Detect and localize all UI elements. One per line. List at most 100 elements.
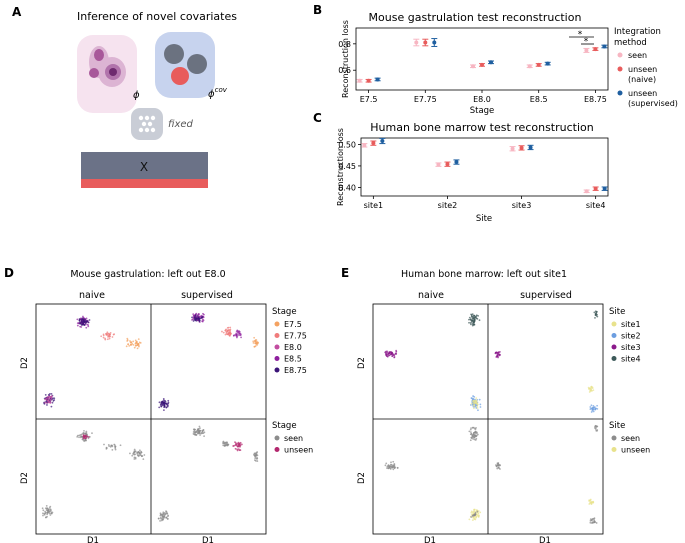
cluster-seen	[222, 444, 225, 447]
cluster-seen	[140, 455, 143, 458]
cluster-seen	[472, 436, 475, 438]
cluster-site2	[479, 406, 482, 408]
cluster-site4	[475, 315, 478, 318]
cluster-seen	[159, 512, 162, 515]
cluster-e80	[48, 398, 51, 401]
panel-d-legend-stage: Stage E7.5 E7.75 E8.0 E8.5 E8.75	[272, 307, 307, 375]
cluster-e75	[253, 336, 256, 339]
cluster-seen	[134, 453, 136, 456]
cluster-e775	[226, 326, 229, 329]
data-point	[527, 64, 532, 69]
cluster-seen	[595, 522, 598, 524]
cluster-seen	[471, 515, 474, 517]
cluster-e875	[201, 316, 204, 318]
cluster-e775	[108, 333, 111, 336]
cluster-e875	[81, 324, 83, 327]
cluster-e75	[257, 341, 259, 344]
cluster-site1	[591, 390, 593, 392]
legend-marker	[611, 447, 617, 452]
cluster-unseen	[238, 445, 241, 448]
cluster-e775	[106, 331, 109, 334]
data-point	[375, 77, 380, 82]
cluster-seen	[45, 504, 48, 507]
cluster-e875	[80, 320, 83, 322]
panel-d-ylabel-bottom: D2	[20, 472, 30, 484]
data-point	[519, 145, 524, 150]
covariate-circle-2	[187, 54, 207, 74]
decoder-dot-3	[150, 115, 156, 121]
cluster-e875	[198, 319, 201, 322]
cluster-site1	[472, 407, 475, 410]
cluster-site4	[471, 322, 474, 325]
cluster-seen	[87, 437, 90, 440]
panel-e-scatter	[384, 310, 599, 524]
cluster-seen	[163, 515, 166, 518]
cluster-seen	[161, 518, 164, 520]
cluster-seen	[255, 451, 258, 454]
cluster-seen	[49, 505, 52, 508]
x-tick-label: site2	[438, 201, 458, 210]
cluster-seen	[254, 452, 256, 455]
cluster-unseen	[239, 441, 242, 444]
panel-e-col-supervised: supervised	[520, 290, 572, 301]
legend-label: seen	[284, 434, 303, 443]
cluster-seen	[134, 456, 137, 459]
cluster-seen	[41, 507, 44, 510]
legend-marker	[617, 66, 623, 72]
cluster-e775	[222, 331, 225, 334]
cluster-seen	[470, 437, 473, 440]
cluster-site1	[472, 400, 475, 402]
data-point	[584, 48, 589, 53]
data-point	[357, 78, 362, 83]
panel-d-legend-seen: Stage seen unseen	[272, 421, 313, 455]
cluster-e875	[160, 405, 163, 408]
cluster-seen	[143, 454, 146, 456]
panel-b-letter: B	[313, 3, 322, 17]
cluster-unseen	[589, 498, 592, 501]
cluster-seen	[475, 426, 477, 429]
data-point	[489, 60, 493, 65]
legend-label: E7.5	[284, 320, 302, 329]
cluster-seen	[468, 430, 471, 433]
cluster-site4	[470, 323, 472, 326]
phi-cov-label: ϕcov	[208, 86, 228, 100]
cluster-seen	[392, 465, 395, 468]
cluster-seen	[396, 467, 399, 469]
data-point	[536, 62, 541, 67]
data-point	[528, 145, 533, 150]
cluster-seen	[105, 446, 108, 449]
cluster-e775	[102, 336, 105, 339]
sig-star-1: *	[578, 30, 583, 40]
legend-label: unseen	[628, 65, 657, 74]
cluster-seen	[474, 513, 477, 516]
encoder-dot-2	[109, 68, 117, 76]
cluster-unseen	[473, 508, 476, 511]
panel-a-letter: A	[12, 5, 22, 19]
cluster-site1	[474, 401, 477, 404]
cluster-seen	[498, 463, 501, 466]
cluster-e85	[201, 320, 204, 323]
legend-marker	[274, 344, 280, 350]
cluster-seen	[591, 521, 594, 523]
chart-c-plot: site1 site2 site3 site4 0.40 0.45 0.50	[338, 137, 608, 210]
cluster-e875	[196, 318, 198, 321]
cluster-e75	[137, 338, 140, 341]
cluster-seen	[140, 450, 142, 453]
cluster-seen	[48, 512, 51, 515]
cluster-seen	[473, 431, 476, 434]
cluster-e80	[50, 395, 53, 398]
cluster-seen	[159, 520, 161, 522]
x-tick-label: site3	[512, 201, 532, 210]
cluster-seen	[497, 466, 500, 469]
legend-label: unseen	[284, 446, 313, 455]
legend-marker	[274, 447, 280, 452]
cluster-e85	[87, 324, 90, 326]
panel-d-col-supervised: supervised	[181, 290, 233, 301]
cluster-e75	[126, 340, 129, 342]
cluster-site1	[588, 391, 591, 393]
cluster-seen	[388, 465, 391, 468]
cluster-seen	[470, 432, 473, 435]
decoder-dot-6	[138, 127, 144, 133]
cluster-site2	[478, 398, 481, 401]
cluster-seen	[46, 513, 49, 516]
